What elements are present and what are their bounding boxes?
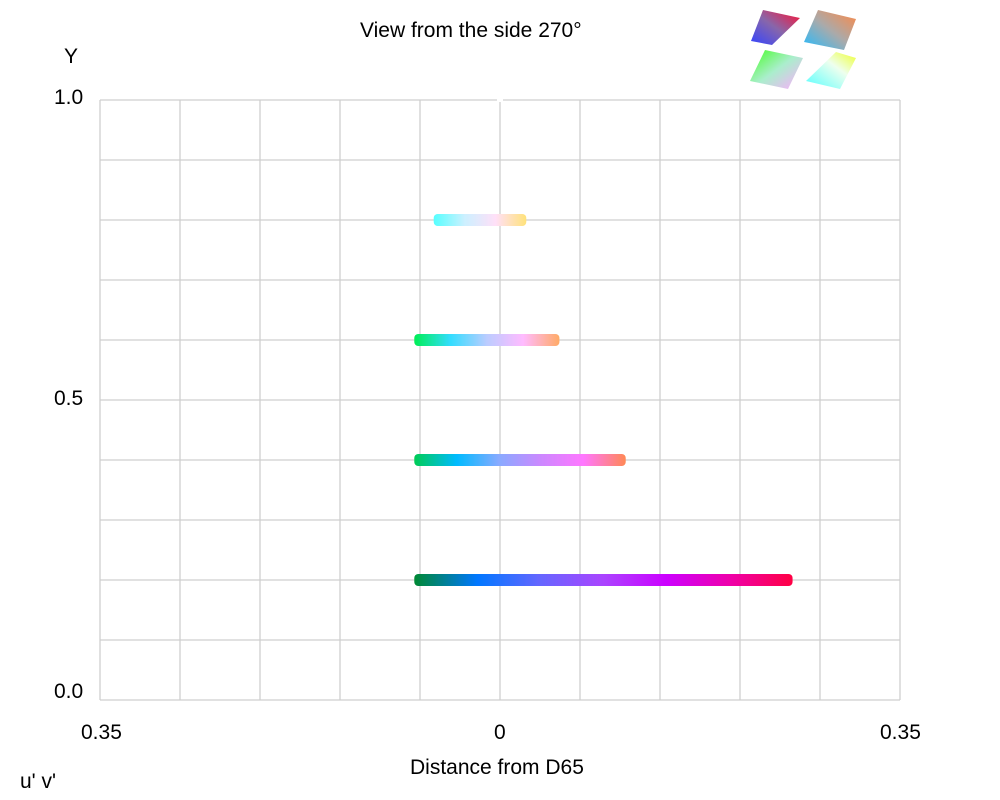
series-band <box>414 334 560 346</box>
gamut-thumbnails <box>750 10 856 89</box>
series-band <box>414 574 793 586</box>
gamut-thumbnail <box>750 50 803 89</box>
white-point-marker <box>497 96 503 102</box>
x-tick-label: 0 <box>494 721 506 744</box>
y-tick-label: 1.0 <box>54 86 84 109</box>
x-axis-label: Distance from D65 <box>410 756 584 779</box>
gamut-thumbnail <box>804 10 856 50</box>
x-tick-label: 0.35 <box>81 721 122 744</box>
y-tick-label: 0.0 <box>54 680 84 703</box>
series-band <box>414 454 626 466</box>
y-tick-label: 0.5 <box>54 387 84 410</box>
gamut-thumbnail <box>751 10 800 45</box>
grid <box>99 96 901 701</box>
chart-title: View from the side 270° <box>360 19 582 42</box>
x-tick-label: 0.35 <box>880 721 921 744</box>
y-axis-label: Y <box>64 45 79 68</box>
series-band <box>433 214 527 226</box>
gamut-thumbnail <box>806 52 856 89</box>
color-space-label: u' v' <box>20 770 57 793</box>
